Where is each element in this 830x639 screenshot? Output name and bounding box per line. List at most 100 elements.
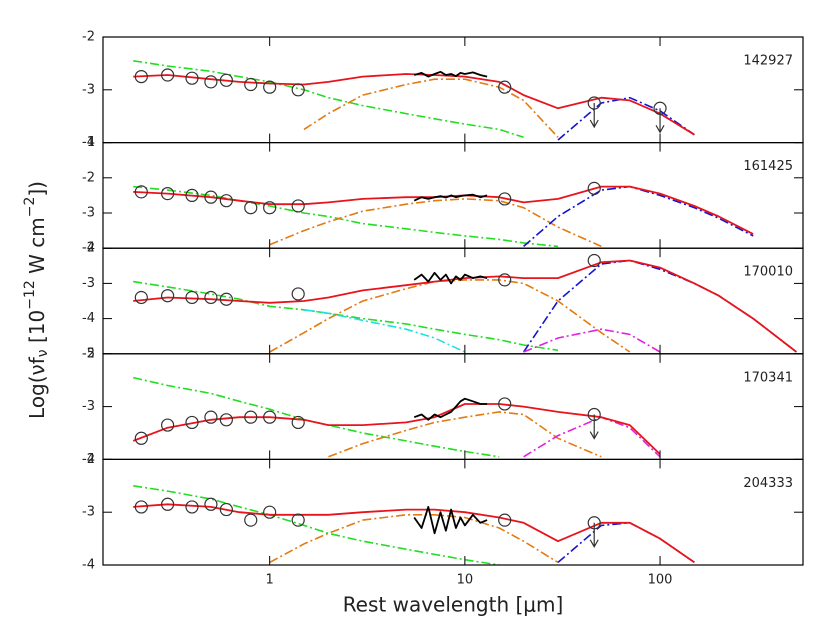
photometry-point: [291, 513, 305, 527]
panel-plot: [133, 485, 695, 565]
photometry-point: [219, 73, 233, 87]
y-axis-label: Log(νfν [10−12 W cm−2]): [22, 181, 51, 419]
photometry-point: [134, 500, 148, 514]
photometry-point: [134, 431, 148, 445]
y-tick-label: -4: [82, 135, 95, 150]
x-tick-label: 1: [266, 573, 274, 588]
y-label-sub: ν: [35, 349, 51, 357]
y-tick-label: -3: [82, 276, 95, 291]
photometry-point: [204, 410, 218, 424]
upper-limit-arrow: [589, 103, 599, 129]
photometry-point: [134, 69, 148, 84]
photometry-point: [134, 185, 148, 199]
panel-plot: [133, 60, 695, 141]
photometry-point: [161, 418, 175, 432]
model-curve: [132, 403, 661, 455]
model-curve: [328, 411, 602, 458]
model-curve: [133, 259, 798, 353]
y-tick-label: -1: [82, 135, 95, 150]
photometry-point: [185, 188, 199, 202]
photometry-point: [185, 415, 199, 430]
photometry-point: [219, 413, 233, 427]
model-curve: [523, 328, 661, 353]
photometry-point: [219, 292, 233, 306]
spectrum-line: [413, 193, 488, 202]
y-label-part: Log(νf: [25, 356, 49, 419]
photometry-point: [291, 83, 305, 97]
photometry-point: [498, 273, 512, 287]
photometry-point: [244, 513, 258, 527]
photometry-point: [263, 80, 277, 94]
spectrum-line: [413, 397, 488, 421]
y-label-part: W cm: [25, 217, 49, 280]
y-tick-label: -2: [82, 30, 95, 45]
panel-frame: [102, 36, 804, 144]
photometry-point: [291, 199, 305, 213]
photometry-point: [263, 410, 277, 424]
photometry-point: [161, 289, 175, 303]
photometry-point: [161, 187, 175, 201]
y-label-part: [10: [25, 310, 49, 350]
y-tick-label: -4: [82, 241, 95, 256]
model-curve: [303, 78, 559, 138]
model-curve: [133, 485, 500, 565]
y-tick-label: -2: [82, 346, 95, 361]
y-tick-label: -5: [82, 346, 95, 361]
y-tick-label: -4: [82, 311, 95, 326]
y-tick-label: -3: [82, 82, 95, 97]
y-tick-label: -3: [82, 206, 95, 221]
photometry-point: [587, 181, 601, 195]
model-curve: [133, 185, 754, 235]
photometry-point: [587, 253, 601, 268]
photometry-point: [134, 290, 148, 305]
photometry-point: [291, 415, 305, 430]
photometry-point: [244, 77, 258, 92]
panel-plot: [132, 376, 661, 458]
photometry-point: [204, 497, 218, 511]
spectrum-line: [413, 506, 488, 535]
upper-limit-arrow: [589, 414, 599, 440]
y-label-part: ]): [25, 181, 49, 197]
panel-frame: [102, 458, 804, 566]
photometry-point: [498, 513, 512, 527]
model-curve: [557, 522, 695, 564]
panel-frame: [102, 353, 804, 460]
panel-plot: [133, 185, 754, 248]
model-curve: [557, 96, 695, 141]
photometry-point: [204, 75, 218, 89]
y-tick-label: -3: [82, 505, 95, 520]
panel-label: 170341: [743, 370, 793, 385]
model-curve: [133, 73, 695, 136]
panel-label: 204333: [743, 476, 793, 491]
photometry-point: [219, 194, 233, 208]
model-curve: [133, 503, 695, 564]
upper-limit-arrow: [655, 108, 665, 134]
panel-label: 161425: [743, 159, 793, 174]
y-tick-label: -3: [82, 399, 95, 414]
model-curve: [522, 259, 797, 353]
y-tick-label: -2: [82, 170, 95, 185]
upper-limit-arrow: [589, 522, 599, 548]
y-tick-label: -4: [82, 558, 95, 573]
photometry-point: [244, 410, 258, 424]
photometry-point: [185, 290, 199, 305]
y-tick-label: -4: [82, 452, 95, 467]
photometry-point: [291, 287, 305, 301]
y-label-sup: −2: [22, 197, 38, 218]
photometry-point: [219, 502, 233, 517]
y-tick-label: -2: [82, 241, 95, 256]
model-curve: [133, 60, 524, 139]
panel-plot: [133, 259, 798, 353]
panel-frame: [102, 247, 804, 355]
photometry-point: [161, 68, 175, 82]
spectrum-line: [413, 70, 488, 78]
y-label-sup: −12: [22, 280, 38, 310]
x-tick-label: 100: [648, 573, 673, 588]
model-curve: [133, 280, 559, 352]
photometry-point: [185, 71, 199, 85]
photometry-point: [263, 201, 277, 215]
photometry-point: [498, 192, 512, 206]
photometry-point: [498, 397, 512, 411]
x-axis-label: Rest wavelength [μm]: [343, 593, 564, 617]
